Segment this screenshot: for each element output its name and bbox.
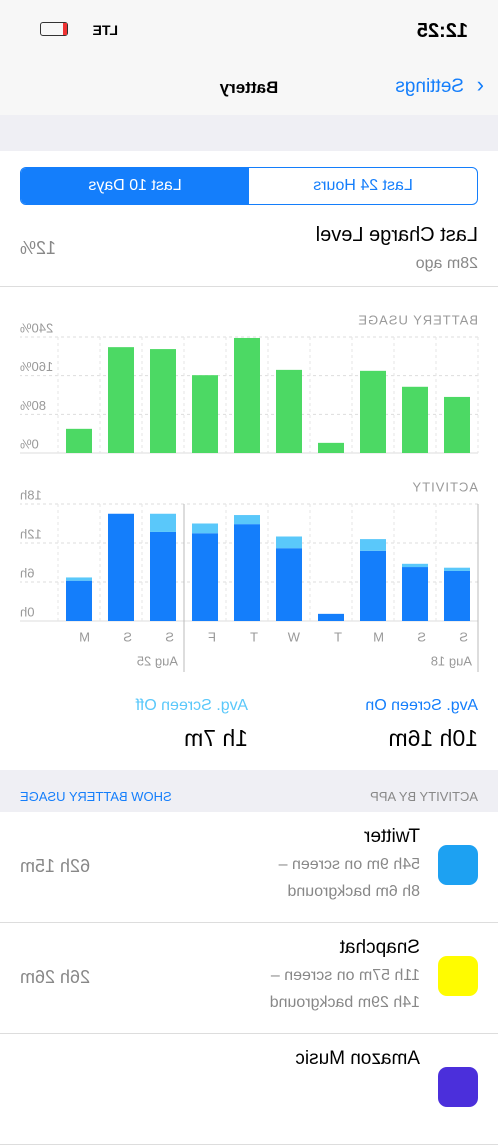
- segment[interactable]: Last 10 Days: [21, 168, 249, 204]
- bar: [402, 386, 428, 453]
- bar-segment: [402, 563, 428, 568]
- bar-segment: [108, 513, 134, 621]
- app-detail: 54h 9m on screen –: [278, 856, 420, 873]
- app-icon: [438, 956, 478, 996]
- x-tick-label: T: [250, 629, 258, 644]
- chart-title: ACTIVITY: [411, 479, 478, 494]
- y-tick-label: 0h: [20, 604, 34, 619]
- bar-segment: [234, 515, 260, 525]
- avg-label: Avg. Screen On: [365, 697, 478, 714]
- date-label: Aug 18: [431, 653, 472, 668]
- app-detail: 8h 6m background: [287, 883, 420, 900]
- bar-segment: [360, 539, 386, 551]
- bar: [108, 347, 134, 453]
- app-detail: 11h 57m on screen –: [270, 967, 420, 984]
- x-tick-label: M: [79, 629, 90, 644]
- bar: [360, 370, 386, 453]
- app-detail: 14h 29m background: [269, 994, 420, 1011]
- bar-segment: [360, 550, 386, 621]
- chart-title: BATTERY USAGE: [357, 312, 478, 327]
- app-icon: [438, 845, 478, 885]
- bar: [66, 428, 92, 453]
- bar-segment: [276, 548, 302, 621]
- bar-segment: [150, 531, 176, 621]
- app-name: Snapchat: [339, 937, 420, 958]
- avg-value: 10h 16m: [388, 725, 478, 751]
- app-name: Amazon Music: [295, 1048, 420, 1069]
- y-tick-label: 80%: [20, 398, 46, 413]
- app-row[interactable]: Snapchat 11h 57m on screen – 14h 29m backg…: [0, 923, 498, 1034]
- bar-segment: [402, 567, 428, 621]
- bar-segment: [66, 577, 92, 581]
- bar: [318, 442, 344, 453]
- nav-title: Battery: [219, 78, 279, 97]
- x-tick-label: S: [123, 629, 132, 644]
- bar-segment: [276, 536, 302, 549]
- segment[interactable]: Last 24 Hours: [313, 177, 413, 194]
- bar-segment: [444, 570, 470, 621]
- bar: [192, 375, 218, 453]
- x-tick-label: S: [417, 629, 426, 644]
- segmented-control: Last 24 Hours Last 10 Days: [20, 167, 478, 205]
- screen: 12:25 LTE ‹ Settings Battery Last 24 Hou…: [0, 20, 498, 1145]
- app-row[interactable]: Amazon Music: [0, 1034, 498, 1145]
- bar-segment: [234, 524, 260, 621]
- charts: BATTERY USAGE 0% 80% 160% 240% ACTIVITY 0h 6h 12…: [20, 312, 479, 672]
- bar: [444, 396, 470, 453]
- y-tick-label: 240%: [20, 320, 54, 335]
- charge-value: 12%: [20, 238, 57, 258]
- app-icon: [438, 1067, 478, 1107]
- y-tick-label: 160%: [20, 359, 54, 374]
- x-tick-label: M: [373, 629, 384, 644]
- x-tick-label: W: [287, 629, 300, 644]
- bar-segment: [318, 613, 344, 621]
- section-action[interactable]: SHOW BATTERY USAGE: [20, 789, 172, 804]
- divider: [0, 286, 498, 287]
- separator-band: [0, 115, 498, 151]
- avg-value: 1h 7m: [184, 725, 248, 751]
- x-tick-label: S: [165, 629, 174, 644]
- bar-segment: [192, 523, 218, 534]
- date-label: Aug 25: [137, 653, 178, 668]
- bar: [234, 337, 260, 453]
- y-tick-label: 6h: [20, 565, 34, 580]
- x-tick-label: F: [208, 629, 216, 644]
- bar-segment: [444, 567, 470, 571]
- charge-title: Last Charge Level: [315, 224, 478, 246]
- app-row[interactable]: Twitter 54h 9m on screen – 8h 6m backgroun…: [0, 812, 498, 923]
- bar-segment: [150, 513, 176, 532]
- y-tick-label: 12h: [20, 526, 42, 541]
- battery-icon: [40, 22, 68, 36]
- app-total: 62h 15m: [20, 856, 91, 876]
- bar-segment: [192, 533, 218, 621]
- app-name: Twitter: [364, 826, 420, 847]
- bar: [150, 349, 176, 453]
- section-title: ACTIVITY BY APP: [370, 789, 478, 804]
- bar-segment: [66, 580, 92, 621]
- y-tick-label: 18h: [20, 487, 42, 502]
- charge-subtitle: 28m ago: [415, 255, 478, 272]
- x-tick-label: S: [459, 629, 468, 644]
- bar: [276, 369, 302, 453]
- x-tick-label: T: [334, 629, 342, 644]
- app-total: 26h 26m: [20, 967, 91, 987]
- avg-label: Avg. Screen Off: [135, 697, 248, 714]
- app-list: Twitter 54h 9m on screen – 8h 6m backgroun…: [0, 812, 498, 1145]
- status-time: 12:25: [416, 20, 468, 42]
- y-tick-label: 0%: [20, 436, 39, 451]
- status-carrier: LTE: [92, 22, 118, 38]
